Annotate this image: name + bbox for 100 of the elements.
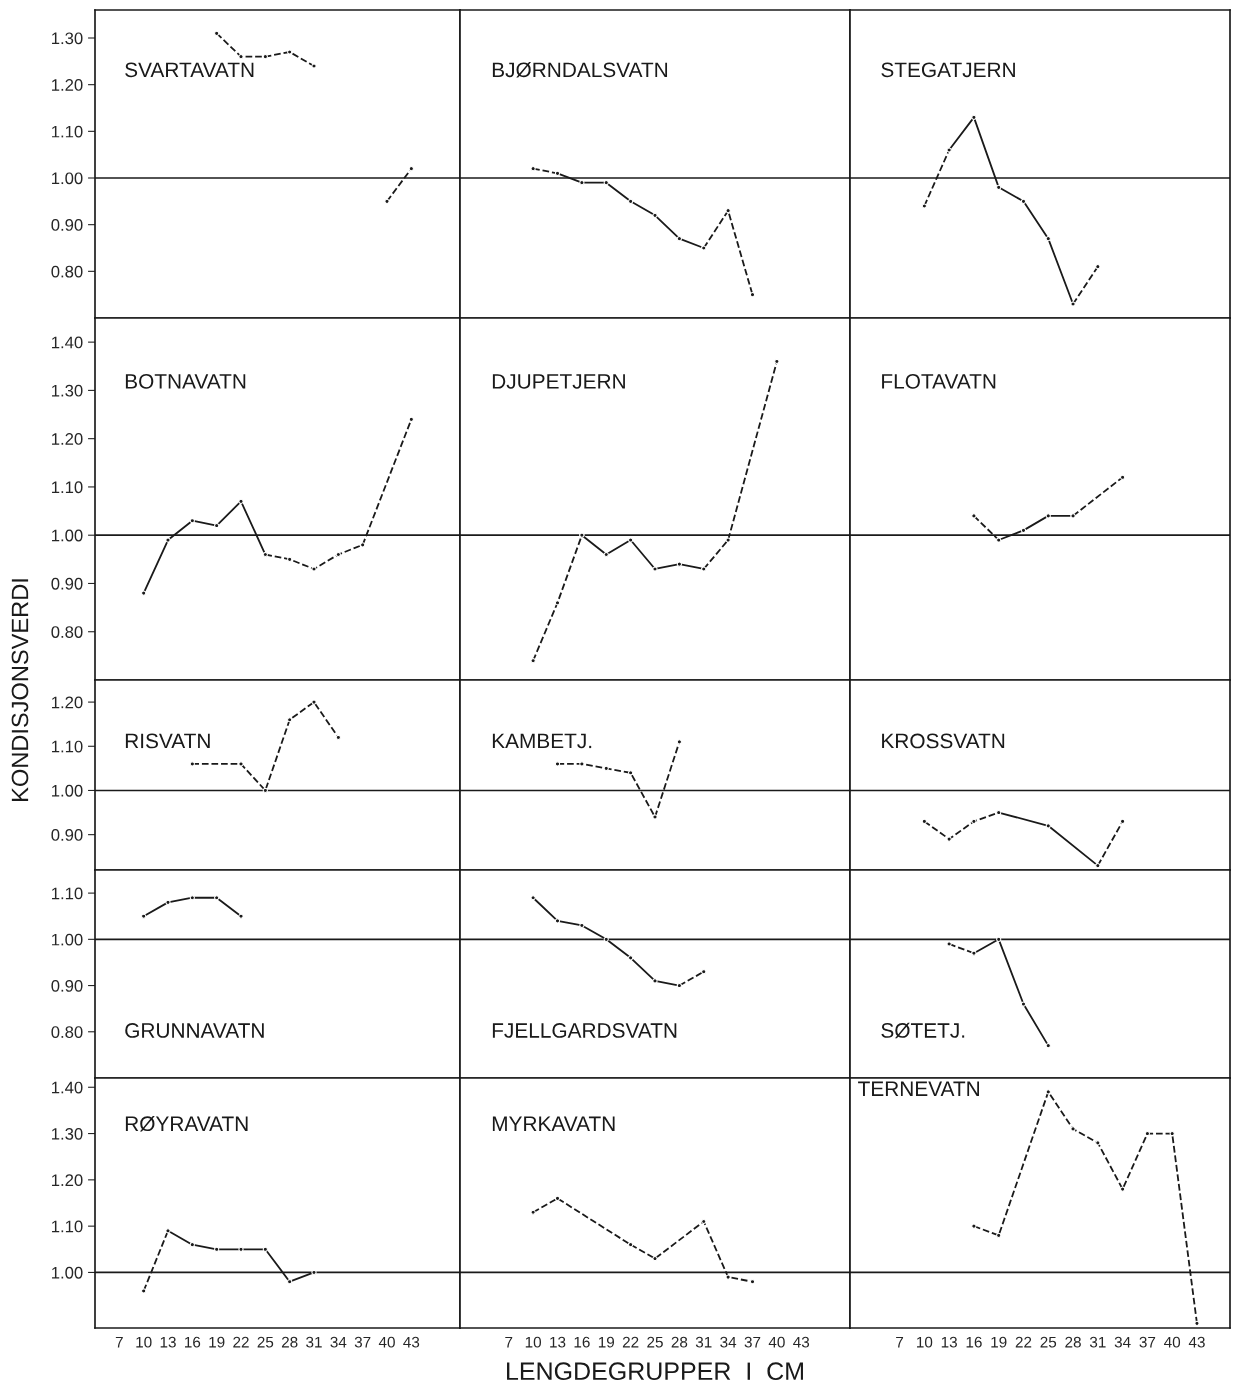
y-tick-label: 1.30 <box>52 1127 83 1140</box>
point <box>749 1279 756 1285</box>
point <box>1169 1130 1175 1137</box>
point <box>628 537 634 543</box>
x-tick-label: 7 <box>505 1336 513 1348</box>
point <box>530 1209 536 1215</box>
point <box>676 739 682 745</box>
point <box>238 498 244 505</box>
text: KAMBETJ. <box>492 733 592 749</box>
point <box>214 895 220 901</box>
point <box>238 913 244 919</box>
point <box>311 63 317 69</box>
point <box>262 1246 268 1252</box>
point <box>384 198 390 204</box>
point <box>287 717 293 723</box>
point <box>774 358 780 365</box>
point <box>1120 1186 1126 1192</box>
text: SVARTAVATN <box>125 62 254 78</box>
y-tick-label: 1.00 <box>52 784 83 797</box>
point <box>971 513 977 519</box>
point <box>725 1274 731 1280</box>
point <box>676 236 682 242</box>
x-tick-label: 28 <box>281 1336 298 1348</box>
point <box>652 566 658 572</box>
point <box>701 969 707 975</box>
point <box>165 537 171 543</box>
point <box>1095 1140 1101 1146</box>
y-tick-label: 1.20 <box>52 1174 83 1187</box>
x-tick-label: 10 <box>136 1336 152 1348</box>
point <box>335 734 341 741</box>
y-tick-label: 1.20 <box>52 79 83 91</box>
point <box>971 114 977 120</box>
x-tick-label: 10 <box>917 1336 933 1348</box>
text: BJØRNDALSVATN <box>492 62 668 78</box>
y-tick-label: 1.10 <box>52 740 83 753</box>
point <box>214 1246 220 1252</box>
y-tick-label: 1.20 <box>52 696 83 709</box>
x-tick-label: 25 <box>1040 1336 1057 1348</box>
x-tick-label: 13 <box>550 1336 566 1348</box>
x-tick-label: 34 <box>330 1336 347 1348</box>
point <box>628 1242 634 1248</box>
x-tick-label: 43 <box>793 1336 810 1348</box>
text: RISVATN <box>125 733 210 749</box>
x-tick-label: 22 <box>233 1336 249 1348</box>
point <box>141 1288 147 1294</box>
point <box>725 537 731 543</box>
point <box>628 198 634 204</box>
x-tick-label: 19 <box>991 1336 1007 1348</box>
y-tick-label: 1.10 <box>52 887 83 900</box>
point <box>554 600 561 606</box>
x-tick-label: 13 <box>160 1336 176 1348</box>
point <box>189 761 195 767</box>
point <box>360 542 366 548</box>
y-tick-label: 1.40 <box>52 336 83 349</box>
y-tick-label: 1.00 <box>52 933 83 946</box>
point <box>628 770 634 776</box>
y-tick-label: 1.10 <box>52 481 83 494</box>
point <box>1045 513 1051 519</box>
point <box>946 941 952 947</box>
x-tick-label: 37 <box>354 1336 371 1348</box>
point <box>1194 1320 1200 1326</box>
point <box>603 936 609 942</box>
text: FJELLGARDSVATN <box>492 1023 677 1038</box>
x-tick-label: 43 <box>403 1336 420 1348</box>
point <box>603 765 609 771</box>
x-tick-label: 19 <box>209 1336 225 1348</box>
point <box>238 761 244 767</box>
x-tick-label: 19 <box>598 1336 615 1348</box>
x-tick-label: 22 <box>1015 1336 1032 1348</box>
y-tick-label: 0.90 <box>51 219 83 231</box>
x-tick-label: 25 <box>647 1336 663 1348</box>
point <box>603 180 609 186</box>
point <box>165 1228 171 1234</box>
x-tick-label: 34 <box>720 1336 737 1348</box>
point <box>554 918 561 924</box>
point <box>579 180 585 186</box>
x-tick-label: 28 <box>1065 1336 1081 1348</box>
point <box>946 147 952 153</box>
point <box>335 551 341 558</box>
point <box>262 787 268 794</box>
point <box>141 913 147 919</box>
point <box>408 166 414 172</box>
x-tick-label: 7 <box>896 1336 904 1348</box>
point <box>1120 474 1126 480</box>
point <box>971 818 977 824</box>
point <box>996 936 1002 942</box>
chart-title: TERNEVATN <box>858 1081 979 1096</box>
point <box>287 1279 293 1285</box>
point <box>554 761 561 767</box>
x-tick-label: 25 <box>257 1336 274 1348</box>
point <box>262 54 268 60</box>
point <box>530 895 536 901</box>
point <box>287 556 293 562</box>
point <box>554 1195 561 1201</box>
point <box>189 895 195 901</box>
point <box>141 590 147 596</box>
point <box>652 978 658 984</box>
text: MYRKAVATN <box>492 1116 615 1131</box>
x-tick-label: 40 <box>768 1336 785 1348</box>
y-tick-label: 1.20 <box>52 433 83 445</box>
